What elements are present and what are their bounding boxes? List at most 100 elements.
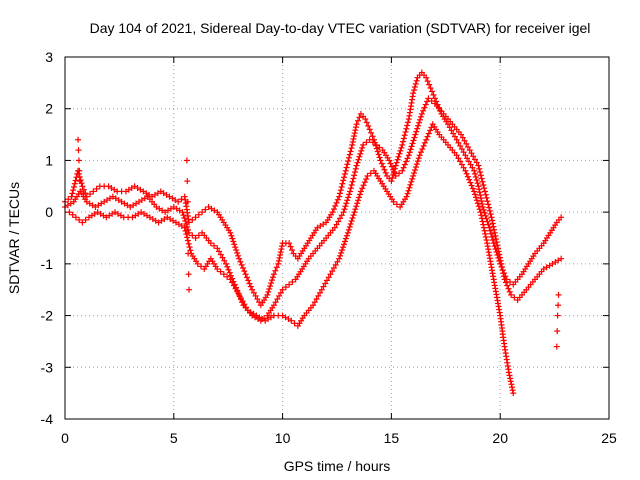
data-point-upper xyxy=(381,166,388,173)
data-point-lower xyxy=(479,218,486,225)
data-point-lower xyxy=(82,216,89,223)
data-point-spikes xyxy=(76,178,83,185)
data-point-middle xyxy=(282,284,289,291)
data-point-upper xyxy=(344,161,351,168)
data-point-middle xyxy=(491,226,498,233)
data-point-lower xyxy=(347,220,354,227)
data-point-upper xyxy=(229,235,236,242)
data-point-middle xyxy=(185,226,192,233)
data-point-middle xyxy=(502,279,509,286)
data-point-middle xyxy=(349,178,356,185)
data-point-lower xyxy=(341,238,348,245)
data-point-lower xyxy=(357,191,364,198)
data-point-middle xyxy=(270,302,277,309)
data-point-upper xyxy=(465,158,472,165)
data-point-middle xyxy=(475,162,482,169)
data-point-middle xyxy=(219,254,226,261)
data-point-middle xyxy=(477,169,484,176)
data-point-upper xyxy=(389,175,396,182)
data-point-lower xyxy=(457,158,464,165)
data-point-middle xyxy=(425,95,432,102)
data-point-upper xyxy=(247,283,254,290)
data-point-middle xyxy=(333,221,340,228)
data-point-lower xyxy=(412,167,419,174)
data-point-upper xyxy=(352,124,359,131)
data-point-upper xyxy=(202,206,209,213)
data-point-middle xyxy=(227,272,234,279)
data-point-upper xyxy=(338,183,345,190)
data-point-middle xyxy=(416,119,423,126)
data-point-middle xyxy=(390,166,397,173)
data-point-lower xyxy=(230,282,237,289)
data-point-middle xyxy=(289,278,296,285)
data-point-spikes xyxy=(554,312,561,319)
data-point-lower xyxy=(505,369,512,376)
data-point-middle xyxy=(494,242,501,249)
data-point-lower xyxy=(181,224,188,231)
data-point-lower xyxy=(419,146,426,153)
data-point-lower xyxy=(239,298,246,305)
data-point-upper xyxy=(241,268,248,275)
data-point-lower xyxy=(360,182,367,189)
data-point-lower xyxy=(354,200,361,207)
data-point-lower xyxy=(507,375,514,382)
data-point-middle xyxy=(421,104,428,111)
data-point-lower xyxy=(455,155,462,162)
data-point-lower xyxy=(477,209,484,216)
data-point-spikes xyxy=(77,188,84,195)
data-point-spikes xyxy=(183,157,190,164)
data-point-lower xyxy=(330,264,337,271)
data-point-middle xyxy=(359,144,366,151)
data-point-middle xyxy=(500,273,507,280)
data-point-upper xyxy=(475,183,482,190)
data-point-middle xyxy=(497,257,504,264)
data-point-middle xyxy=(342,203,349,210)
data-point-lower xyxy=(361,179,368,186)
data-point-middle xyxy=(180,212,187,219)
data-point-middle xyxy=(461,137,468,144)
data-point-spikes xyxy=(185,250,192,257)
data-point-middle xyxy=(401,161,408,168)
data-point-middle xyxy=(399,167,406,174)
axis-ticks: 0 5 10 15 20 25 -4 -3 -2 -1 0 1 2 3 xyxy=(41,49,617,446)
data-point-lower xyxy=(241,301,248,308)
data-point-upper xyxy=(286,240,293,247)
data-point-middle xyxy=(505,285,512,292)
data-point-middle xyxy=(343,200,350,207)
data-point-lower xyxy=(357,188,364,195)
data-point-middle xyxy=(350,175,357,182)
data-point-upper xyxy=(68,193,75,200)
data-point-upper xyxy=(352,127,359,134)
data-point-middle xyxy=(407,146,414,153)
data-point-lower xyxy=(353,203,360,210)
data-point-middle xyxy=(335,218,342,225)
data-point-lower xyxy=(417,149,424,156)
data-point-upper xyxy=(249,286,256,293)
data-point-upper xyxy=(273,264,280,271)
data-point-lower xyxy=(359,185,366,192)
data-point-upper xyxy=(396,150,403,157)
data-point-middle xyxy=(408,143,415,150)
data-point-upper xyxy=(349,141,356,148)
data-point-middle xyxy=(428,97,435,104)
data-point-middle xyxy=(346,191,353,198)
data-point-upper xyxy=(365,122,372,129)
data-point-middle xyxy=(476,165,483,172)
data-point-upper xyxy=(457,142,464,149)
data-point-upper xyxy=(270,271,277,278)
data-point-middle xyxy=(406,149,413,156)
data-point-upper xyxy=(467,161,474,168)
data-point-middle xyxy=(360,141,367,148)
data-point-middle xyxy=(192,235,199,241)
data-point-spikes xyxy=(186,286,193,293)
data-point-middle xyxy=(459,134,466,141)
data-point-middle xyxy=(415,122,422,129)
data-point-upper xyxy=(486,224,493,231)
data-point-upper xyxy=(431,95,438,102)
data-point-lower xyxy=(288,317,295,324)
data-point-upper xyxy=(252,292,259,299)
data-point-middle xyxy=(412,131,419,138)
data-point-middle xyxy=(558,255,565,262)
data-point-upper xyxy=(401,132,408,139)
data-point-lower xyxy=(403,193,410,200)
